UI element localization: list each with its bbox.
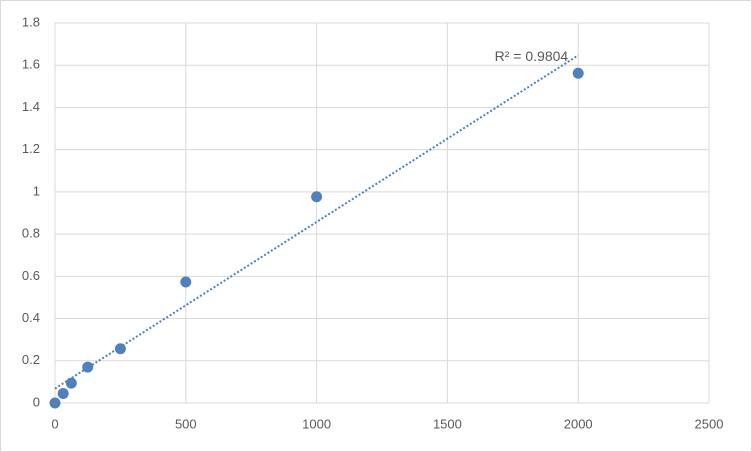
x-tick-label: 0 [51,416,58,431]
y-tick-label: 0.4 [22,310,40,325]
data-point [49,397,61,409]
data-point [180,276,192,288]
y-tick-label: 1.4 [22,99,40,114]
x-tick-label: 2000 [564,416,593,431]
trendline-annotation: R² = 0.9804 [495,48,569,64]
x-tick-label: 500 [175,416,197,431]
y-tick-label: 0.6 [22,268,40,283]
data-point [65,377,77,389]
y-tick-label: 0 [33,394,40,409]
y-tick-label: 0.8 [22,226,40,241]
data-point [114,343,126,355]
x-tick-label: 1500 [433,416,462,431]
y-tick-label: 1 [33,183,40,198]
data-point [57,388,69,399]
y-tick-label: 1.6 [22,57,40,72]
x-tick-label: 1000 [302,416,331,431]
data-point [311,191,323,203]
y-tick-label: 0.2 [22,352,40,367]
x-tick-label: 2500 [695,416,724,431]
y-tick-label: 1.2 [22,141,40,156]
trendline [54,54,579,390]
y-tick-label: 1.8 [22,14,40,29]
data-point [82,361,94,373]
data-point [572,67,584,79]
